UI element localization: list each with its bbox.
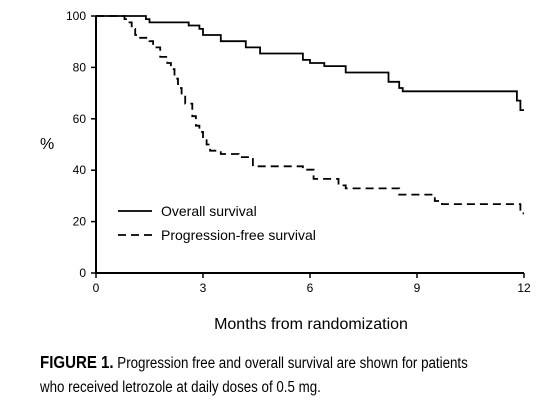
caption-text-1: Progression free and overall survival ar…	[117, 355, 468, 372]
x-tick-label: 9	[414, 281, 421, 295]
caption-line-1: FIGURE 1. Progression free and overall s…	[40, 350, 470, 376]
x-tick-label: 12	[517, 281, 531, 295]
y-tick-label: 60	[73, 112, 87, 126]
x-tick-label: 3	[200, 281, 207, 295]
y-tick-label: 80	[73, 60, 87, 74]
y-tick-label: 20	[73, 215, 87, 229]
figure-caption: FIGURE 1. Progression free and overall s…	[40, 350, 470, 400]
survival-chart: 0 20 40 60 80 100 0 3 6 9 12 Overall survival Progr…	[40, 9, 531, 333]
x-tick-label: 6	[307, 281, 314, 295]
legend-label: Overall survival	[161, 203, 257, 219]
y-tick-label: 100	[66, 9, 86, 23]
series-line-progression-free-survival	[96, 15, 524, 215]
axis-ticks: 0 20 40 60 80 100 0 3 6 9 12	[66, 9, 531, 295]
legend: Overall survival Progression-free surviva…	[118, 203, 316, 243]
x-axis-label: Months from randomization	[214, 316, 408, 333]
caption-line-2: who received letrozole at daily doses of…	[40, 379, 321, 396]
y-tick-label: 40	[73, 163, 87, 177]
series-line-overall-survival	[96, 15, 524, 111]
x-tick-label: 0	[93, 281, 100, 295]
y-axis-label: %	[40, 136, 54, 153]
caption-label: FIGURE 1.	[40, 352, 114, 372]
legend-label: Progression-free survival	[161, 227, 316, 243]
series-group	[96, 15, 524, 215]
y-tick-label: 0	[79, 266, 86, 280]
